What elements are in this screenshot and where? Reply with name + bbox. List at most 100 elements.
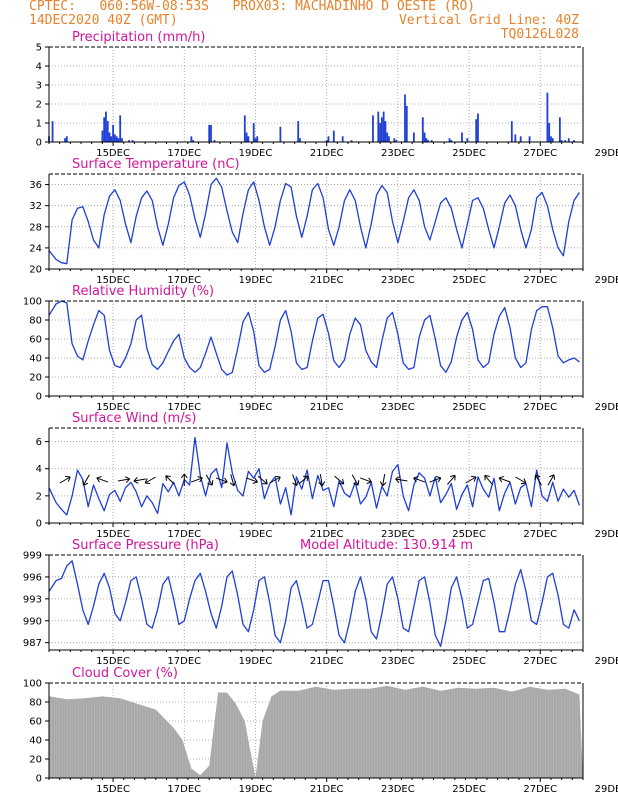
precip-bar: [192, 140, 195, 142]
wind-vector-arrow: [96, 476, 109, 483]
precip-bar: [112, 124, 114, 142]
precip-bar: [113, 134, 116, 142]
precip-bar: [421, 117, 424, 142]
precip-bar: [297, 121, 300, 142]
x-tick-label: 23DEC: [381, 148, 415, 159]
precip-bar: [395, 140, 397, 142]
y-tick-label: 28: [29, 222, 42, 233]
y-tick-label: 20: [29, 755, 42, 766]
x-tick-label: 29DEC: [595, 275, 618, 286]
header-init-time: 14DEC2020 40Z (GMT): [29, 13, 178, 28]
x-tick-label: 25DEC: [452, 402, 486, 413]
x-tick-label: 21DEC: [310, 529, 344, 540]
temperature-title: Surface Temperature (nC): [72, 157, 240, 172]
x-tick-label: 21DEC: [310, 784, 344, 795]
precip-bar: [254, 138, 257, 142]
precip-bar: [466, 138, 469, 142]
wind-line: [48, 436, 581, 516]
cloud-cover-title: Cloud Cover (%): [72, 666, 178, 681]
x-tick-label: 19DEC: [239, 275, 273, 286]
wind-vector-arrow: [379, 474, 387, 487]
header-station: CPTEC: 060:56W-08:53S PROX03: MACHADINHO…: [29, 0, 476, 14]
wind-vector-arrow: [82, 474, 90, 486]
pressure-line: [48, 560, 580, 647]
precip-bar: [519, 136, 522, 142]
x-tick-label: 15DEC: [96, 784, 130, 795]
precip-bar: [380, 117, 383, 142]
x-tick-label: 15DEC: [96, 402, 130, 413]
cloud-cover-panel: Cloud Cover (%) 0 20 40 60 80 100 15DEC 17DEC 19D…: [23, 666, 618, 795]
precip-bar: [475, 119, 478, 142]
wind-vector-arrow: [318, 474, 326, 487]
y-tick-label: 20: [29, 373, 42, 384]
wind-vector-arrow: [257, 475, 268, 485]
x-tick-label: 25DEC: [452, 656, 486, 667]
wind-vector-arrow: [547, 474, 556, 486]
x-tick-label: 15DEC: [96, 148, 130, 159]
precip-bar: [103, 117, 106, 142]
precip-bar: [560, 140, 563, 142]
precip-bar: [450, 140, 453, 142]
y-tick-label: 4: [36, 464, 42, 475]
x-tick-label: 23DEC: [381, 402, 415, 413]
wind-vector-arrow: [447, 474, 456, 485]
x-tick-label: 27DEC: [523, 275, 557, 286]
precip-bar: [105, 111, 107, 142]
x-tick-label: 19DEC: [239, 529, 273, 540]
y-tick-label: 0: [36, 138, 42, 149]
x-tick-label: 27DEC: [523, 402, 557, 413]
y-tick-label: 993: [23, 594, 42, 605]
y-tick-label: 0: [36, 774, 42, 785]
wind-vector-arrow: [133, 477, 146, 484]
x-tick-label: 17DEC: [167, 275, 201, 286]
precip-bar: [332, 130, 335, 142]
x-tick-label: 25DEC: [452, 784, 486, 795]
precip-bar: [382, 111, 385, 142]
precip-bar: [325, 140, 328, 142]
wind-vector-arrow: [515, 476, 527, 485]
precip-bar: [427, 140, 430, 142]
precip-bar: [461, 132, 463, 142]
x-tick-label: 21DEC: [310, 402, 344, 413]
y-tick-label: 0: [36, 392, 42, 403]
y-tick-label: 20: [29, 265, 42, 276]
x-tick-label: 17DEC: [167, 402, 201, 413]
y-tick-label: 40: [29, 354, 42, 365]
precip-bar: [247, 136, 250, 142]
x-tick-label: 15DEC: [96, 275, 130, 286]
precip-bar: [448, 138, 451, 142]
x-tick-label: 23DEC: [381, 784, 415, 795]
x-tick-label: 15DEC: [96, 656, 130, 667]
precip-bar: [546, 92, 549, 142]
y-tick-label: 3: [36, 81, 42, 92]
precip-bar: [256, 136, 259, 142]
precip-bar: [425, 138, 428, 142]
precip-bar: [101, 130, 104, 142]
pressure-panel: Surface Pressure (hPa) Model Altitude: 13…: [23, 538, 618, 667]
x-tick-label: 23DEC: [381, 656, 415, 667]
wind-vector-arrow: [360, 477, 372, 484]
precipitation-title: Precipitation (mm/h): [72, 30, 205, 45]
y-tick-label: 2: [36, 100, 42, 111]
x-tick-label: 19DEC: [239, 656, 273, 667]
precip-bar: [377, 111, 380, 142]
wind-vector-arrow: [413, 476, 426, 483]
wind-vector-arrow: [165, 475, 175, 485]
x-tick-label: 29DEC: [595, 656, 618, 667]
x-tick-label: 17DEC: [167, 148, 201, 159]
y-tick-label: 2: [36, 491, 42, 502]
y-tick-label: 990: [23, 616, 42, 627]
precip-bar: [386, 132, 389, 142]
precip-bar: [564, 140, 567, 142]
wind-vector-arrow: [229, 474, 237, 487]
x-tick-label: 21DEC: [310, 275, 344, 286]
precip-bar: [117, 138, 120, 142]
x-tick-label: 29DEC: [595, 784, 618, 795]
precip-bar: [413, 132, 415, 142]
precip-bar: [64, 138, 66, 142]
precip-bar: [477, 113, 479, 142]
precip-bar: [510, 121, 513, 142]
header-model-code: TQ0126L028: [500, 27, 579, 42]
precip-bar: [514, 134, 517, 142]
humidity-title: Relative Humidity (%): [72, 284, 214, 299]
